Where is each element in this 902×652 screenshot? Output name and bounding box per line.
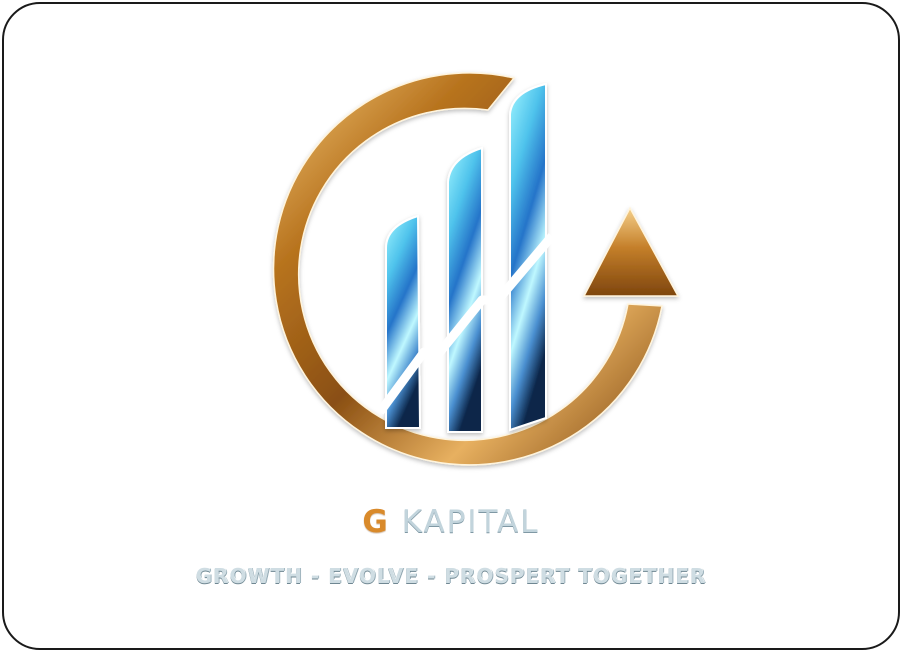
brand-name: G KAPITAL — [0, 502, 902, 542]
gold-ring-icon — [272, 72, 663, 466]
arrow-head-icon — [582, 206, 680, 297]
growth-bars-icon — [385, 82, 547, 433]
tagline: GROWTH - EVOLVE - PROSPERT TOGETHER — [195, 564, 707, 588]
brand-wordmark: KAPITAL — [389, 504, 540, 540]
brand-initial: G — [362, 504, 390, 540]
growth-line-icon — [376, 233, 556, 415]
